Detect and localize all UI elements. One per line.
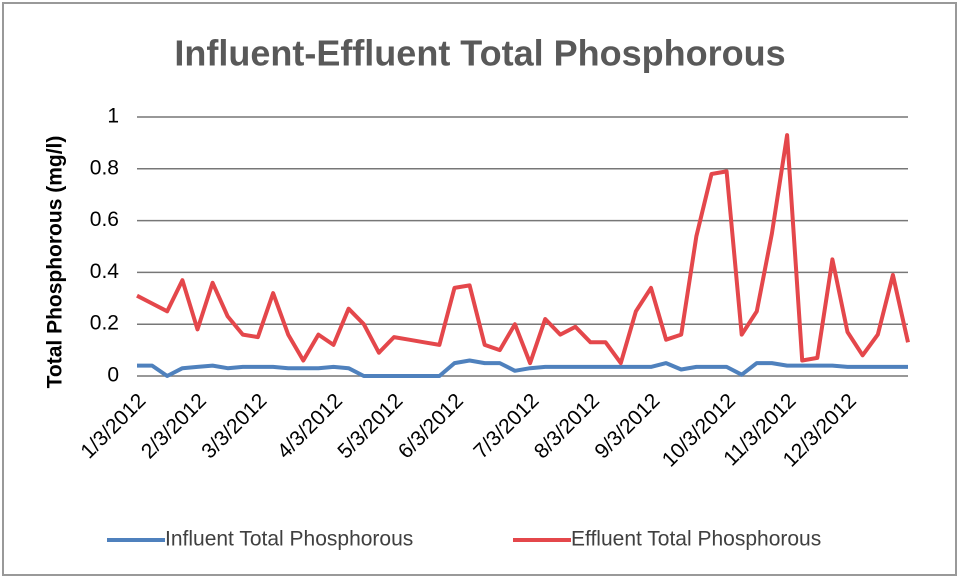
chart-title: Influent-Effluent Total Phosphorous: [174, 33, 785, 74]
legend-label: Influent Total Phosphorous: [165, 528, 413, 551]
y-tick-label: 0.2: [90, 312, 119, 335]
y-tick-label: 0.8: [90, 156, 119, 179]
y-tick-label: 1: [107, 105, 119, 128]
series-line: [136, 133, 910, 366]
chart-border: [2, 2, 957, 576]
y-tick-label: 0.4: [90, 260, 120, 283]
legend: Influent Total Phosphorous Effluent Total…: [107, 528, 821, 551]
y-tick-label: 0: [107, 364, 119, 387]
y-axis-label: Total Phosphorous (mg/l): [44, 136, 67, 389]
legend-label: Effluent Total Phosphorous: [571, 528, 821, 551]
y-tick-label: 0.6: [90, 208, 119, 231]
series-line: [137, 358, 908, 378]
